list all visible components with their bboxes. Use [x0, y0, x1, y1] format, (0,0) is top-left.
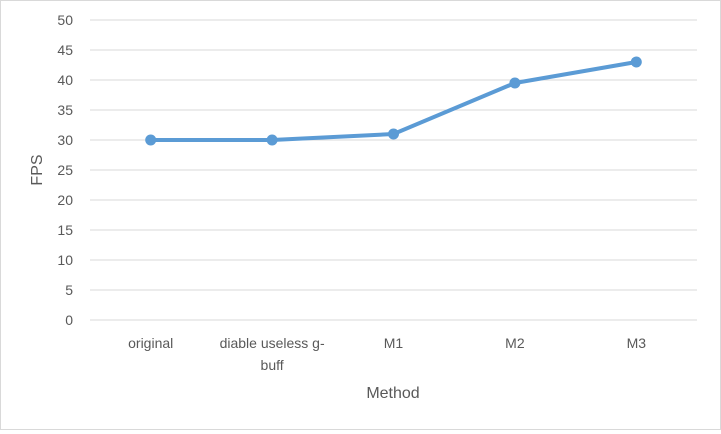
x-tick-label: diable useless g-	[220, 335, 325, 351]
data-point	[630, 56, 642, 68]
y-tick-label: 35	[57, 102, 73, 118]
x-tick-label: M2	[505, 335, 525, 351]
y-tick-labels: 0 5 10 15 20 25 30 35 40 45 50	[57, 12, 73, 328]
y-tick-label: 40	[57, 72, 73, 88]
y-tick-label: 15	[57, 222, 73, 238]
y-tick-label: 25	[57, 162, 73, 178]
y-tick-label: 50	[57, 12, 73, 28]
data-point	[509, 77, 521, 89]
y-tick-label: 30	[57, 132, 73, 148]
x-tick-label: M1	[384, 335, 404, 351]
x-tick-labels: original diable useless g-buff M1 M2 M3	[128, 335, 646, 373]
gridlines	[90, 19, 697, 321]
x-axis-title: Method	[366, 385, 419, 402]
x-tick-label: buff	[261, 357, 284, 373]
y-tick-label: 0	[65, 312, 73, 328]
y-tick-label: 45	[57, 42, 73, 58]
y-tick-label: 5	[65, 282, 73, 298]
x-tick-label: M3	[627, 335, 647, 351]
series-line	[148, 60, 639, 142]
series-layer	[145, 56, 642, 146]
y-tick-label: 10	[57, 252, 73, 268]
y-axis-title: FPS	[29, 154, 46, 185]
y-tick-label: 20	[57, 192, 73, 208]
data-point	[145, 134, 157, 146]
data-point	[266, 134, 278, 146]
x-tick-label: original	[128, 335, 173, 351]
data-point	[388, 128, 399, 140]
